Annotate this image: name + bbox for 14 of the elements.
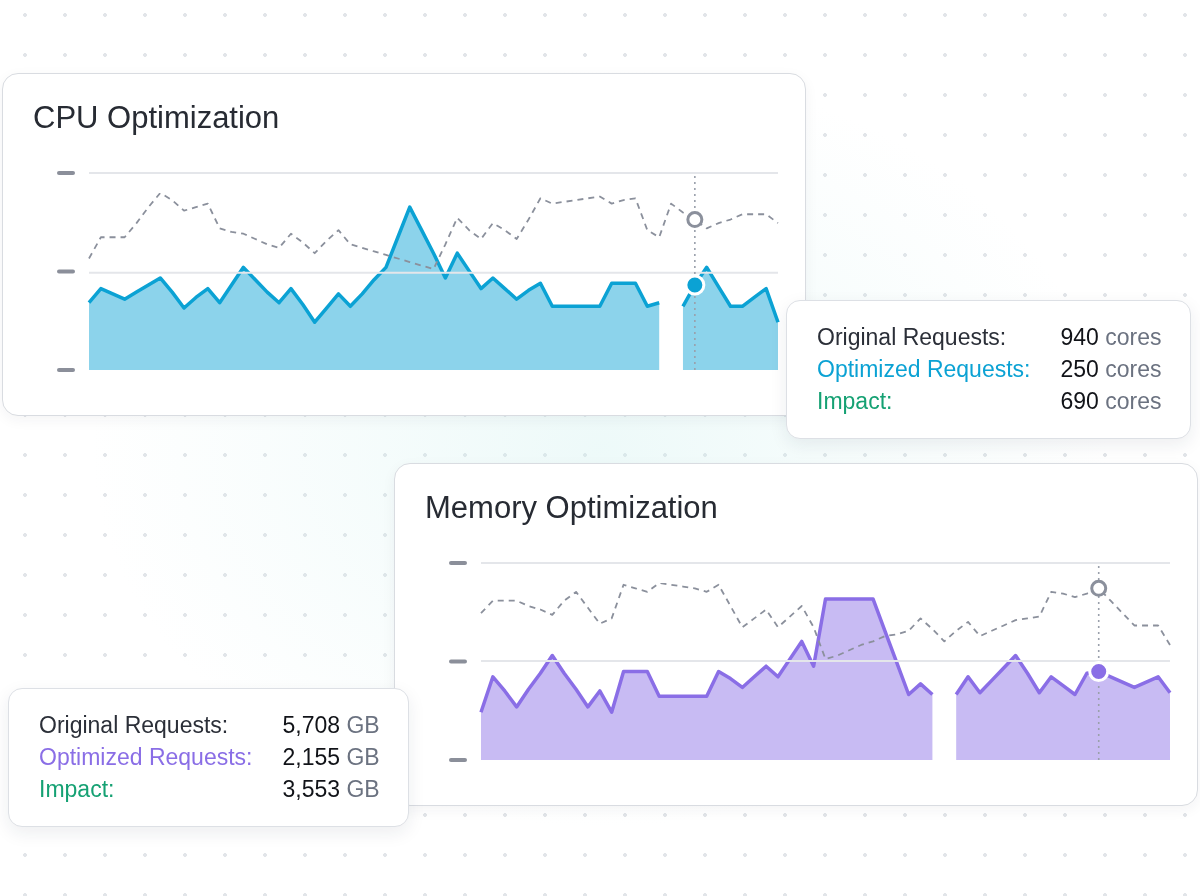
text: Impact: — [817, 387, 894, 416]
chart-title: Memory Optimization — [425, 489, 718, 527]
text: 940 cores — [1060, 324, 1162, 350]
text: Optimized Requests: — [39, 743, 253, 772]
text: 250 cores — [1060, 356, 1162, 382]
text: Original Requests: — [39, 711, 230, 740]
text: 2,155 GB — [282, 744, 380, 770]
chart-title: CPU Optimization — [33, 99, 280, 137]
text: Optimized Requests: — [817, 355, 1031, 384]
text: 3,553 GB — [282, 776, 380, 802]
text: 690 cores — [1060, 388, 1162, 414]
text: Original Requests: — [817, 323, 1008, 352]
text: 5,708 GB — [282, 712, 380, 738]
text: Impact: — [39, 775, 116, 804]
